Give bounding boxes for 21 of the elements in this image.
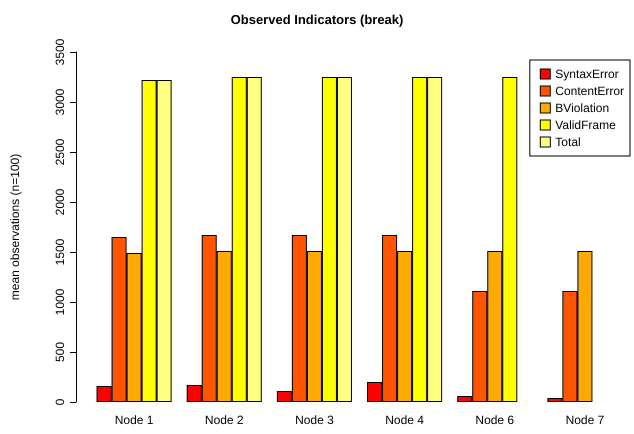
x-tick-label: Node 1 [114, 413, 154, 427]
chart-title: Observed Indicators (break) [230, 12, 404, 27]
legend-label: ValidFrame [555, 118, 616, 132]
y-axis-title: mean observations (n=100) [8, 154, 22, 300]
legend-label: Total [555, 135, 581, 149]
x-tick-label: Node 3 [295, 413, 334, 427]
legend-label: BViolation [555, 101, 610, 115]
y-tick-label: 3500 [53, 38, 67, 66]
legend-label: ContentError [555, 84, 624, 98]
y-tick-label: 2000 [53, 188, 67, 216]
y-tick-label: 0 [53, 398, 67, 406]
y-tick-label: 2500 [53, 138, 67, 166]
y-tick-label: 1500 [53, 238, 67, 266]
y-tick-label: 500 [53, 342, 67, 362]
x-tick-label: Node 2 [204, 413, 244, 427]
x-tick-label: Node 6 [475, 413, 514, 427]
x-tick-label: Node 7 [566, 413, 605, 427]
x-tick-label: Node 4 [385, 413, 424, 427]
y-tick-label: 1000 [53, 288, 67, 316]
y-tick-label: 3000 [53, 88, 67, 116]
legend-label: SyntaxError [555, 67, 619, 81]
